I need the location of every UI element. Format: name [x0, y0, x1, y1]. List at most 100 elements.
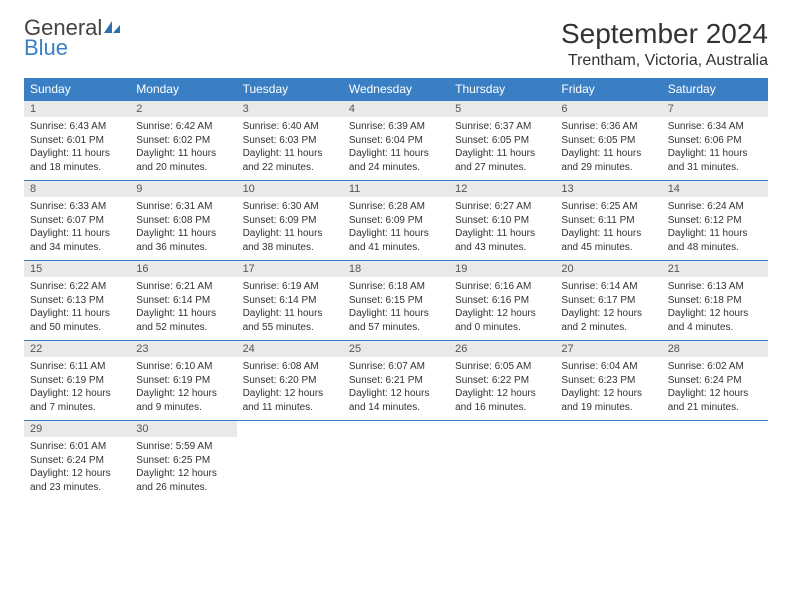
daylight-text: Daylight: 12 hours and 19 minutes. [561, 387, 655, 414]
sunrise-text: Sunrise: 6:25 AM [561, 200, 655, 214]
sunrise-text: Sunrise: 6:18 AM [349, 280, 443, 294]
sunset-text: Sunset: 6:13 PM [30, 294, 124, 308]
day-body-cell [662, 437, 768, 500]
sunrise-text: Sunrise: 6:43 AM [30, 120, 124, 134]
daylight-text: Daylight: 11 hours and 29 minutes. [561, 147, 655, 174]
week-body-row: Sunrise: 6:43 AMSunset: 6:01 PMDaylight:… [24, 117, 768, 181]
sunset-text: Sunset: 6:17 PM [561, 294, 655, 308]
daylight-text: Daylight: 12 hours and 4 minutes. [668, 307, 762, 334]
day-body-cell [343, 437, 449, 500]
sunrise-text: Sunrise: 6:01 AM [30, 440, 124, 454]
daylight-text: Daylight: 11 hours and 20 minutes. [136, 147, 230, 174]
day-number-cell: 8 [24, 181, 130, 198]
sunset-text: Sunset: 6:10 PM [455, 214, 549, 228]
week-body-row: Sunrise: 6:11 AMSunset: 6:19 PM Daylight:… [24, 357, 768, 421]
day-number-cell: 16 [130, 261, 236, 278]
sunrise-text: Sunrise: 6:05 AM [455, 360, 549, 374]
sunrise-text: Sunrise: 6:34 AM [668, 120, 762, 134]
sunrise-text: Sunrise: 6:11 AM [30, 360, 124, 374]
location-subtitle: Trentham, Victoria, Australia [561, 52, 768, 70]
day-body-cell: Sunrise: 6:36 AMSunset: 6:05 PMDaylight:… [555, 117, 661, 181]
day-body-cell [449, 437, 555, 500]
day-number-cell [343, 421, 449, 438]
day-body-cell: Sunrise: 6:34 AMSunset: 6:06 PMDaylight:… [662, 117, 768, 181]
day-body-cell: Sunrise: 6:19 AMSunset: 6:14 PMDaylight:… [237, 277, 343, 341]
sunrise-text: Sunrise: 6:14 AM [561, 280, 655, 294]
day-number-cell: 21 [662, 261, 768, 278]
sunset-text: Sunset: 6:23 PM [561, 374, 655, 388]
daylight-text: Daylight: 12 hours and 16 minutes. [455, 387, 549, 414]
day-number-cell [555, 421, 661, 438]
daylight-text: Daylight: 11 hours and 52 minutes. [136, 307, 230, 334]
daylight-text: Daylight: 11 hours and 36 minutes. [136, 227, 230, 254]
daylight-text: Daylight: 11 hours and 38 minutes. [243, 227, 337, 254]
title-block: September 2024 Trentham, Victoria, Austr… [561, 18, 768, 70]
sunrise-text: Sunrise: 6:13 AM [668, 280, 762, 294]
day-number-cell: 30 [130, 421, 236, 438]
daylight-text: Daylight: 11 hours and 50 minutes. [30, 307, 124, 334]
day-body-cell: Sunrise: 6:28 AMSunset: 6:09 PMDaylight:… [343, 197, 449, 261]
day-body-cell: Sunrise: 6:01 AMSunset: 6:24 PMDaylight:… [24, 437, 130, 500]
sunset-text: Sunset: 6:01 PM [30, 134, 124, 148]
day-number-cell: 7 [662, 101, 768, 118]
day-body-cell: Sunrise: 6:21 AMSunset: 6:14 PMDaylight:… [130, 277, 236, 341]
sunset-text: Sunset: 6:24 PM [668, 374, 762, 388]
sunset-text: Sunset: 6:05 PM [561, 134, 655, 148]
col-saturday: Saturday [662, 78, 768, 101]
day-number-cell [237, 421, 343, 438]
sunrise-text: Sunrise: 6:42 AM [136, 120, 230, 134]
day-number-cell: 12 [449, 181, 555, 198]
sunset-text: Sunset: 6:19 PM [30, 374, 124, 388]
sunrise-text: Sunrise: 6:40 AM [243, 120, 337, 134]
sunrise-text: Sunrise: 6:31 AM [136, 200, 230, 214]
sunset-text: Sunset: 6:21 PM [349, 374, 443, 388]
calendar-table: Sunday Monday Tuesday Wednesday Thursday… [24, 78, 768, 500]
day-body-cell: Sunrise: 6:24 AMSunset: 6:12 PMDaylight:… [662, 197, 768, 261]
day-body-cell: Sunrise: 6:04 AMSunset: 6:23 PMDaylight:… [555, 357, 661, 421]
sunset-text: Sunset: 6:20 PM [243, 374, 337, 388]
sunrise-text: Sunrise: 5:59 AM [136, 440, 230, 454]
sunset-text: Sunset: 6:09 PM [243, 214, 337, 228]
day-body-cell: Sunrise: 6:11 AMSunset: 6:19 PMDaylight:… [24, 357, 130, 421]
day-body-cell: Sunrise: 6:13 AMSunset: 6:18 PMDaylight:… [662, 277, 768, 341]
week-daynum-row: 891011121314 [24, 181, 768, 198]
col-monday: Monday [130, 78, 236, 101]
sunset-text: Sunset: 6:05 PM [455, 134, 549, 148]
sunrise-text: Sunrise: 6:02 AM [668, 360, 762, 374]
day-body-cell: Sunrise: 5:59 AMSunset: 6:25 PMDaylight:… [130, 437, 236, 500]
sunset-text: Sunset: 6:11 PM [561, 214, 655, 228]
daylight-text: Daylight: 12 hours and 9 minutes. [136, 387, 230, 414]
day-body-cell: Sunrise: 6:30 AMSunset: 6:09 PMDaylight:… [237, 197, 343, 261]
day-number-cell: 2 [130, 101, 236, 118]
day-body-cell: Sunrise: 6:22 AMSunset: 6:13 PMDaylight:… [24, 277, 130, 341]
day-number-cell: 19 [449, 261, 555, 278]
sunrise-text: Sunrise: 6:24 AM [668, 200, 762, 214]
day-body-cell: Sunrise: 6:43 AMSunset: 6:01 PMDaylight:… [24, 117, 130, 181]
daylight-text: Daylight: 12 hours and 23 minutes. [30, 467, 124, 494]
day-number-cell: 6 [555, 101, 661, 118]
day-number-cell: 10 [237, 181, 343, 198]
day-number-cell: 26 [449, 341, 555, 358]
daylight-text: Daylight: 12 hours and 14 minutes. [349, 387, 443, 414]
day-number-cell: 29 [24, 421, 130, 438]
day-body-cell: Sunrise: 6:39 AMSunset: 6:04 PMDaylight:… [343, 117, 449, 181]
sunset-text: Sunset: 6:16 PM [455, 294, 549, 308]
daylight-text: Daylight: 11 hours and 41 minutes. [349, 227, 443, 254]
daylight-text: Daylight: 11 hours and 45 minutes. [561, 227, 655, 254]
daylight-text: Daylight: 12 hours and 0 minutes. [455, 307, 549, 334]
sunset-text: Sunset: 6:14 PM [136, 294, 230, 308]
daylight-text: Daylight: 11 hours and 43 minutes. [455, 227, 549, 254]
sunrise-text: Sunrise: 6:27 AM [455, 200, 549, 214]
sunrise-text: Sunrise: 6:22 AM [30, 280, 124, 294]
day-body-cell: Sunrise: 6:02 AMSunset: 6:24 PMDaylight:… [662, 357, 768, 421]
day-number-cell: 5 [449, 101, 555, 118]
sunrise-text: Sunrise: 6:21 AM [136, 280, 230, 294]
week-body-row: Sunrise: 6:33 AMSunset: 6:07 PMDaylight:… [24, 197, 768, 261]
sunset-text: Sunset: 6:14 PM [243, 294, 337, 308]
week-body-row: Sunrise: 6:22 AMSunset: 6:13 PMDaylight:… [24, 277, 768, 341]
week-daynum-row: 22232425262728 [24, 341, 768, 358]
sunrise-text: Sunrise: 6:16 AM [455, 280, 549, 294]
day-body-cell: Sunrise: 6:42 AMSunset: 6:02 PMDaylight:… [130, 117, 236, 181]
day-number-cell: 13 [555, 181, 661, 198]
daylight-text: Daylight: 11 hours and 18 minutes. [30, 147, 124, 174]
